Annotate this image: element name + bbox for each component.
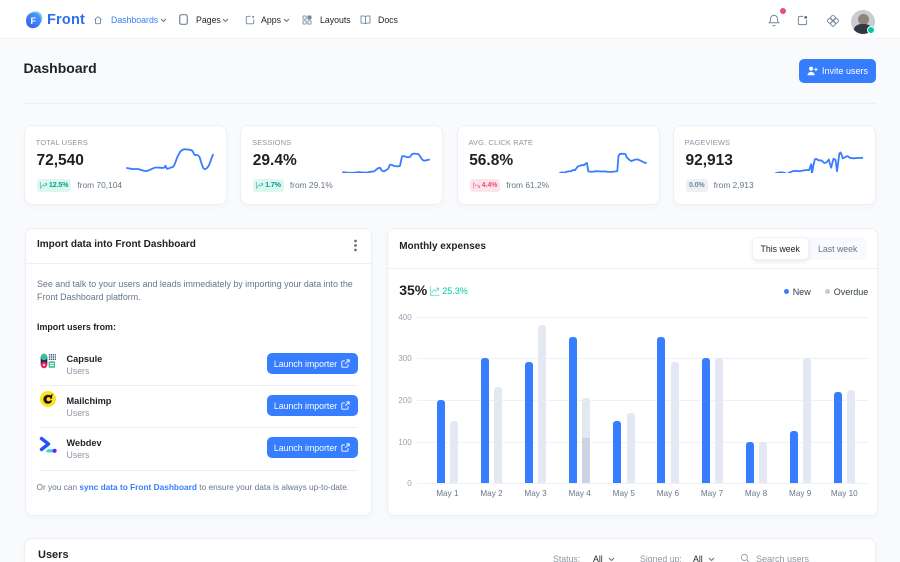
svg-text:F: F	[30, 15, 36, 25]
